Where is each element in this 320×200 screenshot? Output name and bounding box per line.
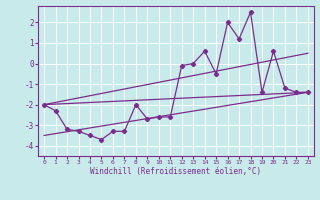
X-axis label: Windchill (Refroidissement éolien,°C): Windchill (Refroidissement éolien,°C) bbox=[91, 167, 261, 176]
